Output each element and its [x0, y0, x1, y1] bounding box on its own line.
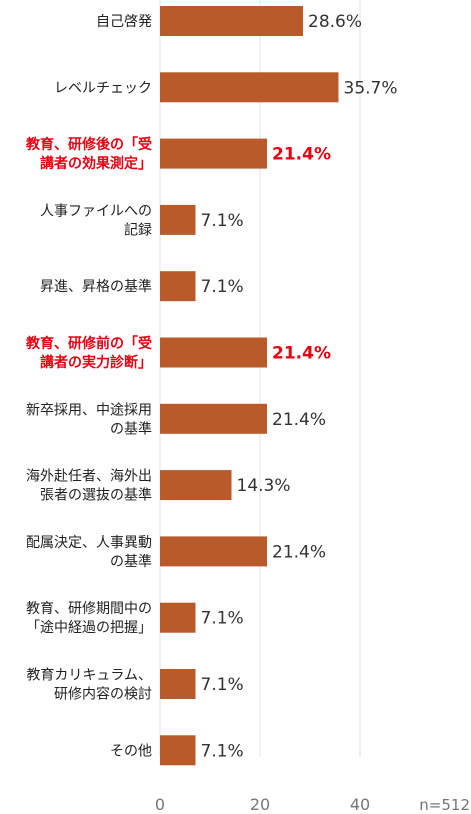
bar	[160, 602, 196, 633]
category-label: 研修内容の検討	[54, 686, 152, 703]
category-label: 講者の実力診断」	[40, 354, 152, 371]
data-label: 21.4%	[272, 542, 326, 562]
data-label: 21.4%	[272, 410, 326, 430]
bar	[160, 6, 303, 36]
x-axis: 0 20 40	[155, 795, 370, 814]
category-labels: 自己啓発レベルチェック教育、研修後の「受講者の効果測定」人事ファイルへの記録昇進…	[26, 14, 152, 759]
bar	[160, 204, 196, 235]
data-label: 7.1%	[201, 211, 244, 231]
category-label: その他	[110, 743, 152, 759]
x-tick-label: 20	[250, 795, 270, 814]
bar	[160, 271, 196, 302]
sample-size-note: n=512	[419, 796, 470, 814]
category-label: 講者の効果測定」	[40, 155, 152, 172]
bar	[160, 735, 196, 766]
data-label: 7.1%	[201, 741, 244, 761]
bar	[160, 337, 267, 368]
bar	[160, 669, 196, 699]
data-label: 7.1%	[201, 277, 244, 297]
bar	[160, 536, 267, 567]
data-label: 35.7%	[344, 78, 398, 98]
category-label: 教育、研修期間中の	[26, 601, 152, 617]
bar	[160, 403, 267, 434]
category-label: 「途中経過の把握」	[26, 619, 152, 636]
data-label: 7.1%	[201, 675, 244, 695]
category-label: 海外赴任者、海外出	[26, 469, 152, 485]
value-labels: 28.6% 35.7% 21.4% 7.1% 7.1% 21.4% 21.4% 14.3% 21…	[201, 12, 398, 761]
category-label: の基準	[110, 420, 152, 437]
data-label: 21.4%	[272, 145, 331, 165]
data-label: 28.6%	[308, 12, 362, 32]
category-label: 教育、研修後の「受	[26, 136, 152, 153]
category-label: 配属決定、人事異動	[26, 535, 152, 551]
category-label: 記録	[124, 221, 152, 238]
data-label: 21.4%	[272, 344, 331, 364]
category-label: 新卒採用、中途採用	[26, 401, 152, 418]
category-label: レベルチェック	[54, 80, 152, 96]
x-tick-label: 40	[350, 795, 370, 814]
gridlines	[159, 0, 361, 757]
category-label: 自己啓発	[96, 14, 152, 30]
x-tick-label: 0	[155, 795, 165, 814]
bar	[160, 470, 232, 501]
category-label: 教育、研修前の「受	[26, 335, 152, 352]
category-label: 昇進、昇格の基準	[40, 278, 152, 295]
bar	[160, 138, 267, 169]
category-label: 張者の選抜の基準	[40, 487, 152, 504]
category-label: の基準	[110, 553, 152, 570]
category-label: 教育カリキュラム、	[26, 668, 152, 684]
bars	[160, 6, 339, 766]
bar	[160, 72, 339, 103]
data-label: 14.3%	[237, 476, 291, 496]
data-label: 7.1%	[201, 609, 244, 629]
category-label: 人事ファイルへの	[40, 203, 152, 219]
